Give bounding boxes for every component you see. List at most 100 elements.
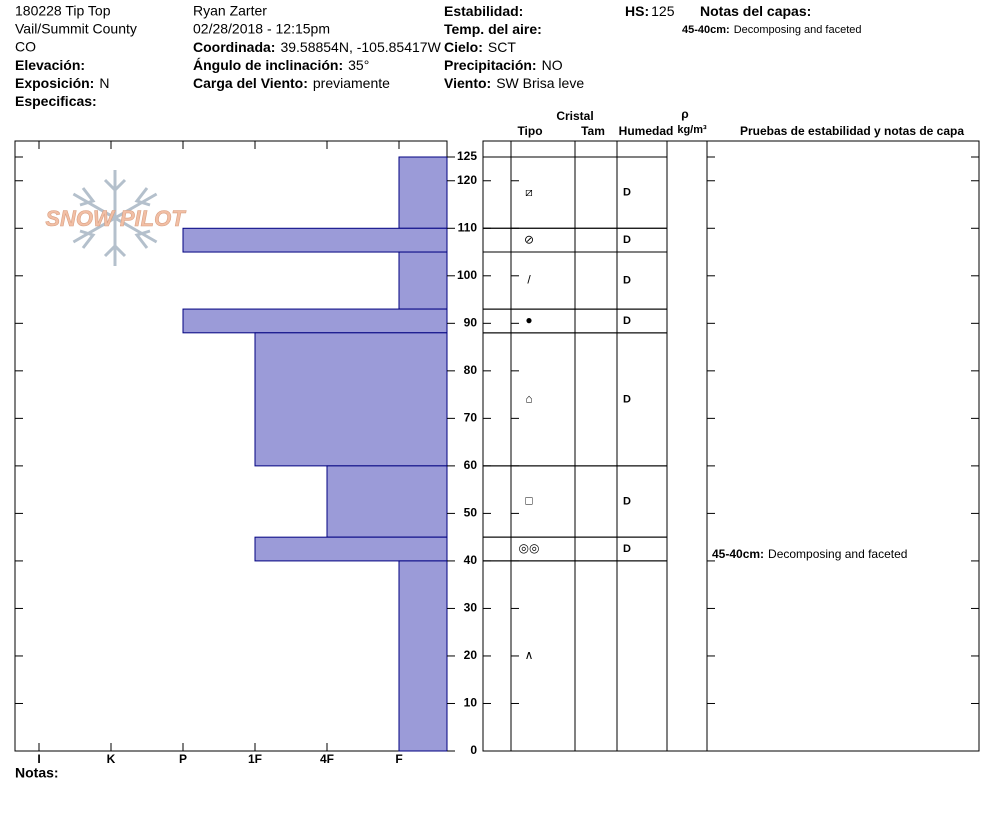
layer-note: 45-40cm: Decomposing and faceted (682, 24, 862, 36)
x-tick-label: P (179, 752, 187, 766)
header-field: Precipitación: NO (444, 57, 563, 73)
hardness-bar (398, 560, 448, 752)
notes-label: Notas: (15, 765, 59, 781)
grain-symbol: ⊘ (524, 232, 534, 246)
x-tick-label: 1F (248, 752, 262, 766)
y-tick-label: 0 (470, 743, 477, 757)
col-header: Pruebas de estabilidad y notas de capa (740, 124, 964, 138)
field-value: previamente (313, 75, 390, 91)
field-label: Coordinada: (193, 39, 275, 55)
hardness-bar (398, 156, 448, 229)
field-label: Especificas: (15, 93, 97, 109)
field-label: Elevación: (15, 57, 85, 73)
grain-symbol: / (527, 273, 531, 287)
y-tick-label: 40 (464, 553, 478, 567)
layer-note: 45-40cm: Decomposing and faceted (712, 547, 907, 561)
field-label: Estabilidad: (444, 3, 523, 19)
field-label: Cielo: (444, 39, 483, 55)
moisture: D (623, 393, 631, 405)
field-label: Viento: (444, 75, 491, 91)
table-columns (510, 141, 708, 751)
y-tick-label: 30 (464, 601, 478, 615)
layer-note-range: 45-40cm: (712, 547, 764, 561)
field-value: 125 (651, 3, 675, 19)
x-tick-label: K (107, 752, 116, 766)
moisture: D (623, 187, 631, 199)
moisture: D (623, 274, 631, 286)
field-value: 39.58854N, -105.85417W (280, 39, 441, 55)
hardness-bar (182, 227, 448, 253)
col-header: Tipo (517, 124, 542, 138)
y-tick-label: 125 (457, 149, 477, 163)
field-label: Precipitación: (444, 57, 537, 73)
header-field: HS: 125 (625, 3, 675, 19)
field-value: SCT (488, 39, 516, 55)
field-value: NO (542, 57, 563, 73)
grain-symbol: ◎◎ (519, 541, 540, 555)
y-tick-label: 50 (464, 506, 478, 520)
moisture: D (623, 234, 631, 246)
y-tick-label: 20 (464, 648, 478, 662)
hardness-bar (182, 308, 448, 334)
col-header: Cristal (556, 109, 593, 123)
header-field: Notas del capas: (700, 3, 811, 19)
header-field: Temp. del aire: (444, 21, 542, 37)
header-field: Coordinada: 39.58854N, -105.85417W (193, 39, 442, 55)
field-label: Temp. del aire: (444, 21, 542, 37)
header-text: CO (15, 39, 36, 55)
y-tick-label: 80 (464, 363, 478, 377)
header-text: Ryan Zarter (193, 3, 267, 19)
field-label: Exposición: (15, 75, 94, 91)
y-tick-label: 120 (457, 173, 477, 187)
grain-symbol: □ (525, 494, 532, 508)
header-field: Elevación: (15, 57, 85, 73)
header-field: Viento: SW Brisa leve (444, 75, 584, 91)
y-tick-label: 70 (464, 411, 478, 425)
hardness-bar (326, 465, 448, 538)
header-field: Estabilidad: (444, 3, 523, 19)
header-field: Especificas: (15, 93, 97, 109)
x-tick-label: I (37, 752, 40, 766)
layer-note-text: Decomposing and faceted (734, 24, 862, 36)
hardness-bar (254, 332, 448, 467)
x-tick-label: F (395, 752, 402, 766)
layer-note-text: Decomposing and faceted (768, 547, 907, 561)
col-header: kg/m³ (677, 124, 707, 136)
y-tick-label: 100 (457, 268, 477, 282)
grain-symbol: ∧ (525, 648, 534, 662)
header-field: Ángulo de inclinación: 35° (193, 57, 369, 73)
col-header: Humedad (619, 124, 674, 138)
logo-text: SNOW PILOT (45, 206, 186, 231)
header-text: 180228 Tip Top (15, 3, 111, 19)
header-text: Vail/Summit County (15, 21, 137, 37)
field-label: HS: (625, 3, 649, 19)
header-field: Cielo: SCT (444, 39, 516, 55)
header-field: Carga del Viento: previamente (193, 75, 390, 91)
moisture: D (623, 543, 631, 555)
grain-symbol: ⧄ (525, 185, 533, 199)
layer-note-range: 45-40cm: (682, 24, 730, 36)
hardness-bar (398, 251, 448, 310)
col-header: ρ (681, 107, 688, 121)
y-tick-label: 10 (464, 696, 478, 710)
header-text: 02/28/2018 - 12:15pm (193, 21, 330, 37)
col-header: Tam (581, 124, 605, 138)
field-value: SW Brisa leve (496, 75, 584, 91)
hardness-bar (254, 536, 448, 562)
y-tick-label: 90 (464, 315, 478, 329)
x-tick-label: 4F (320, 752, 334, 766)
moisture: D (623, 495, 631, 507)
field-label: Carga del Viento: (193, 75, 308, 91)
field-value: N (99, 75, 109, 91)
header-field: Exposición: N (15, 75, 109, 91)
table-frame (482, 140, 980, 752)
field-label: Notas del capas: (700, 3, 811, 19)
y-tick-label: 60 (464, 458, 478, 472)
grain-symbol: ⌂ (525, 392, 532, 406)
logo (72, 170, 158, 266)
y-tick-label: 110 (458, 220, 478, 234)
grain-symbol: ● (525, 313, 532, 327)
field-label: Ángulo de inclinación: (193, 57, 343, 73)
field-value: 35° (348, 57, 369, 73)
